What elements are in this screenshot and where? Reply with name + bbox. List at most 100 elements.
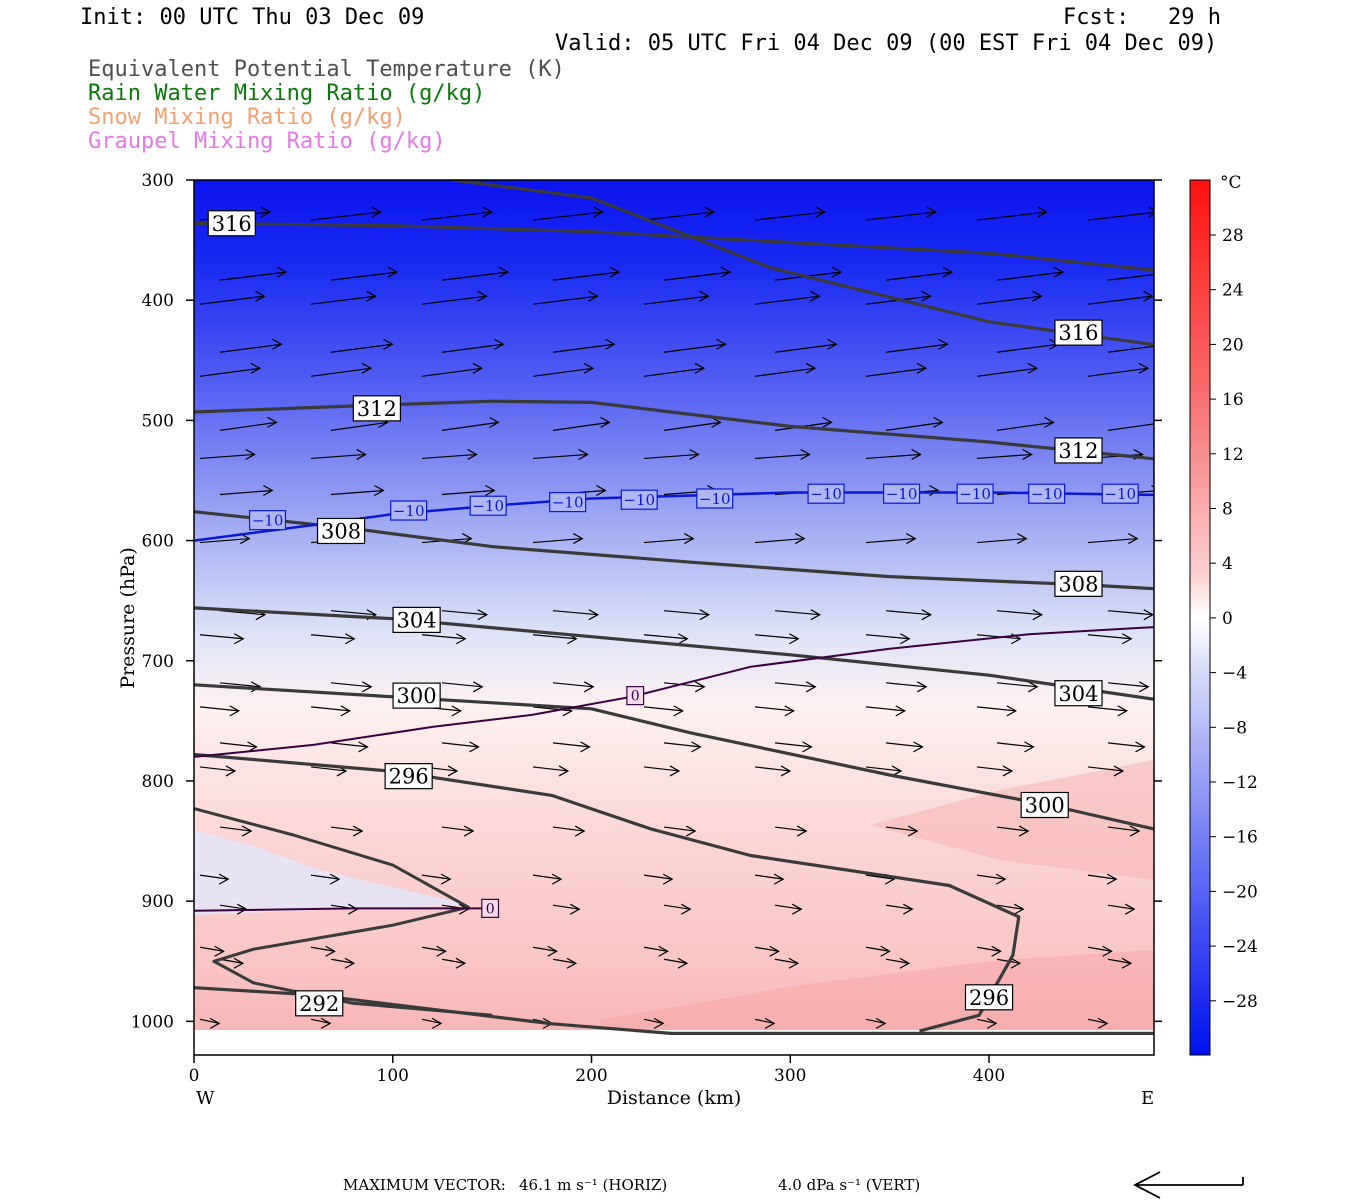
contour-label-316: 316: [1054, 319, 1103, 346]
wind-vector: [552, 741, 591, 753]
contour-label-296: 296: [964, 984, 1014, 1011]
colorbar-tick-label: −12: [1222, 773, 1258, 793]
wind-vector: [1107, 345, 1154, 353]
svg-text:308: 308: [1058, 572, 1098, 596]
wind-vector: [976, 705, 1017, 717]
wind-vector: [310, 945, 336, 957]
wind-vector: [532, 206, 604, 221]
wind-vector: [532, 362, 595, 377]
colorbar-tick-label: 20: [1222, 335, 1244, 355]
wind-vector: [330, 484, 385, 497]
svg-text:−10: −10: [810, 485, 842, 503]
wind-vector: [421, 873, 452, 885]
x-tick-label: 400: [973, 1066, 1005, 1086]
contour-label-−10: −10: [1028, 483, 1066, 504]
wind-vector: [774, 609, 822, 621]
wind-vector: [754, 533, 806, 545]
wind-vector: [976, 765, 1014, 777]
wind-vector: [552, 957, 578, 969]
wind-vector: [1087, 765, 1125, 777]
forecast-label: Fcst:: [1063, 5, 1130, 30]
svg-text:316: 316: [1058, 321, 1098, 345]
colorbar-tick-label: −24: [1222, 937, 1258, 957]
wind-vector: [663, 416, 722, 431]
y-tick-label: 400: [142, 291, 174, 311]
wind-vector: [774, 903, 803, 915]
wind-vector: [643, 945, 669, 957]
wind-vector: [663, 957, 689, 969]
contour-label-−10: −10: [956, 483, 994, 504]
temperature-shading: [194, 180, 1154, 1055]
wind-vector: [1087, 290, 1154, 305]
wind-vector: [421, 945, 447, 957]
wind-vector: [441, 338, 505, 353]
y-tick-label: 700: [142, 652, 174, 672]
wind-vector: [1107, 741, 1146, 753]
contour-label-−10: −10: [1101, 483, 1139, 504]
wind-vector: [643, 533, 695, 545]
wind-vector: [219, 338, 283, 353]
svg-text:300: 300: [1025, 794, 1065, 818]
wind-vector: [996, 825, 1030, 837]
wind-vector: [219, 484, 274, 497]
wind-vector: [996, 741, 1035, 753]
wind-vector: [663, 825, 697, 837]
wind-vector: [441, 741, 480, 753]
wind-vector: [976, 290, 1043, 305]
wind-vector: [441, 484, 496, 497]
wind-vector: [643, 448, 700, 460]
wind-vector: [1087, 705, 1128, 717]
wind-vector: [310, 448, 367, 460]
contour-label-296: 296: [384, 763, 433, 790]
wind-vector: [441, 681, 484, 693]
wind-vector: [1107, 825, 1141, 837]
wind-vector: [552, 609, 600, 621]
svg-text:0: 0: [631, 689, 640, 705]
contour-label-0: 0: [626, 686, 645, 706]
wind-vector: [219, 825, 253, 837]
y-axis-label: Pressure (hPa): [117, 547, 139, 689]
wind-vector: [996, 903, 1025, 915]
wind-vector: [754, 765, 792, 777]
theta-e-contour-304: [194, 606, 1154, 701]
wind-vector: [754, 1017, 776, 1029]
svg-text:−10: −10: [552, 494, 584, 512]
colorbar-tick-label: −8: [1222, 718, 1247, 738]
contour-labels: 316 316 312 312 308 308 304 304 300 300 296 296 292 −…: [207, 210, 1139, 1017]
wind-vector: [643, 1017, 665, 1029]
svg-text:−10: −10: [886, 485, 918, 503]
legend-theta-e: Equivalent Potential Temperature (K): [88, 57, 565, 82]
wind-vector: [996, 416, 1055, 431]
wind-vector: [643, 633, 689, 645]
wind-vector: [1087, 633, 1133, 645]
wind-vector: [219, 957, 245, 969]
wind-vector: [996, 681, 1039, 693]
x-tick-label: 0: [189, 1066, 200, 1086]
wind-vector: [1087, 1017, 1109, 1029]
wind-vector: [663, 903, 692, 915]
contour-label-304: 304: [1054, 680, 1103, 707]
wind-vector: [1107, 903, 1136, 915]
svg-text:−10: −10: [699, 490, 731, 508]
wind-vector: [976, 945, 1002, 957]
wind-vector: [532, 945, 558, 957]
wind-vector: [330, 681, 373, 693]
contour-label-312: 312: [1054, 437, 1103, 464]
svg-text:−10: −10: [1031, 485, 1063, 503]
wind-vector: [754, 290, 821, 305]
colorbar-tick-label: −28: [1222, 992, 1258, 1012]
wind-vector: [643, 362, 706, 377]
wind-vector: [865, 533, 917, 545]
wind-vector: [865, 633, 911, 645]
wind-vector: [885, 741, 924, 753]
svg-text:292: 292: [299, 992, 339, 1016]
wind-vector: [754, 448, 811, 460]
legend-rain: Rain Water Mixing Ratio (g/kg): [88, 81, 486, 106]
wind-vector: [552, 266, 621, 281]
svg-text:−10: −10: [1104, 485, 1136, 503]
colorbar-unit: °C: [1220, 173, 1242, 193]
wind-vector: [310, 362, 373, 377]
wind-vector: [663, 741, 702, 753]
wind-vector: [865, 945, 891, 957]
wind-vector: [532, 290, 599, 305]
